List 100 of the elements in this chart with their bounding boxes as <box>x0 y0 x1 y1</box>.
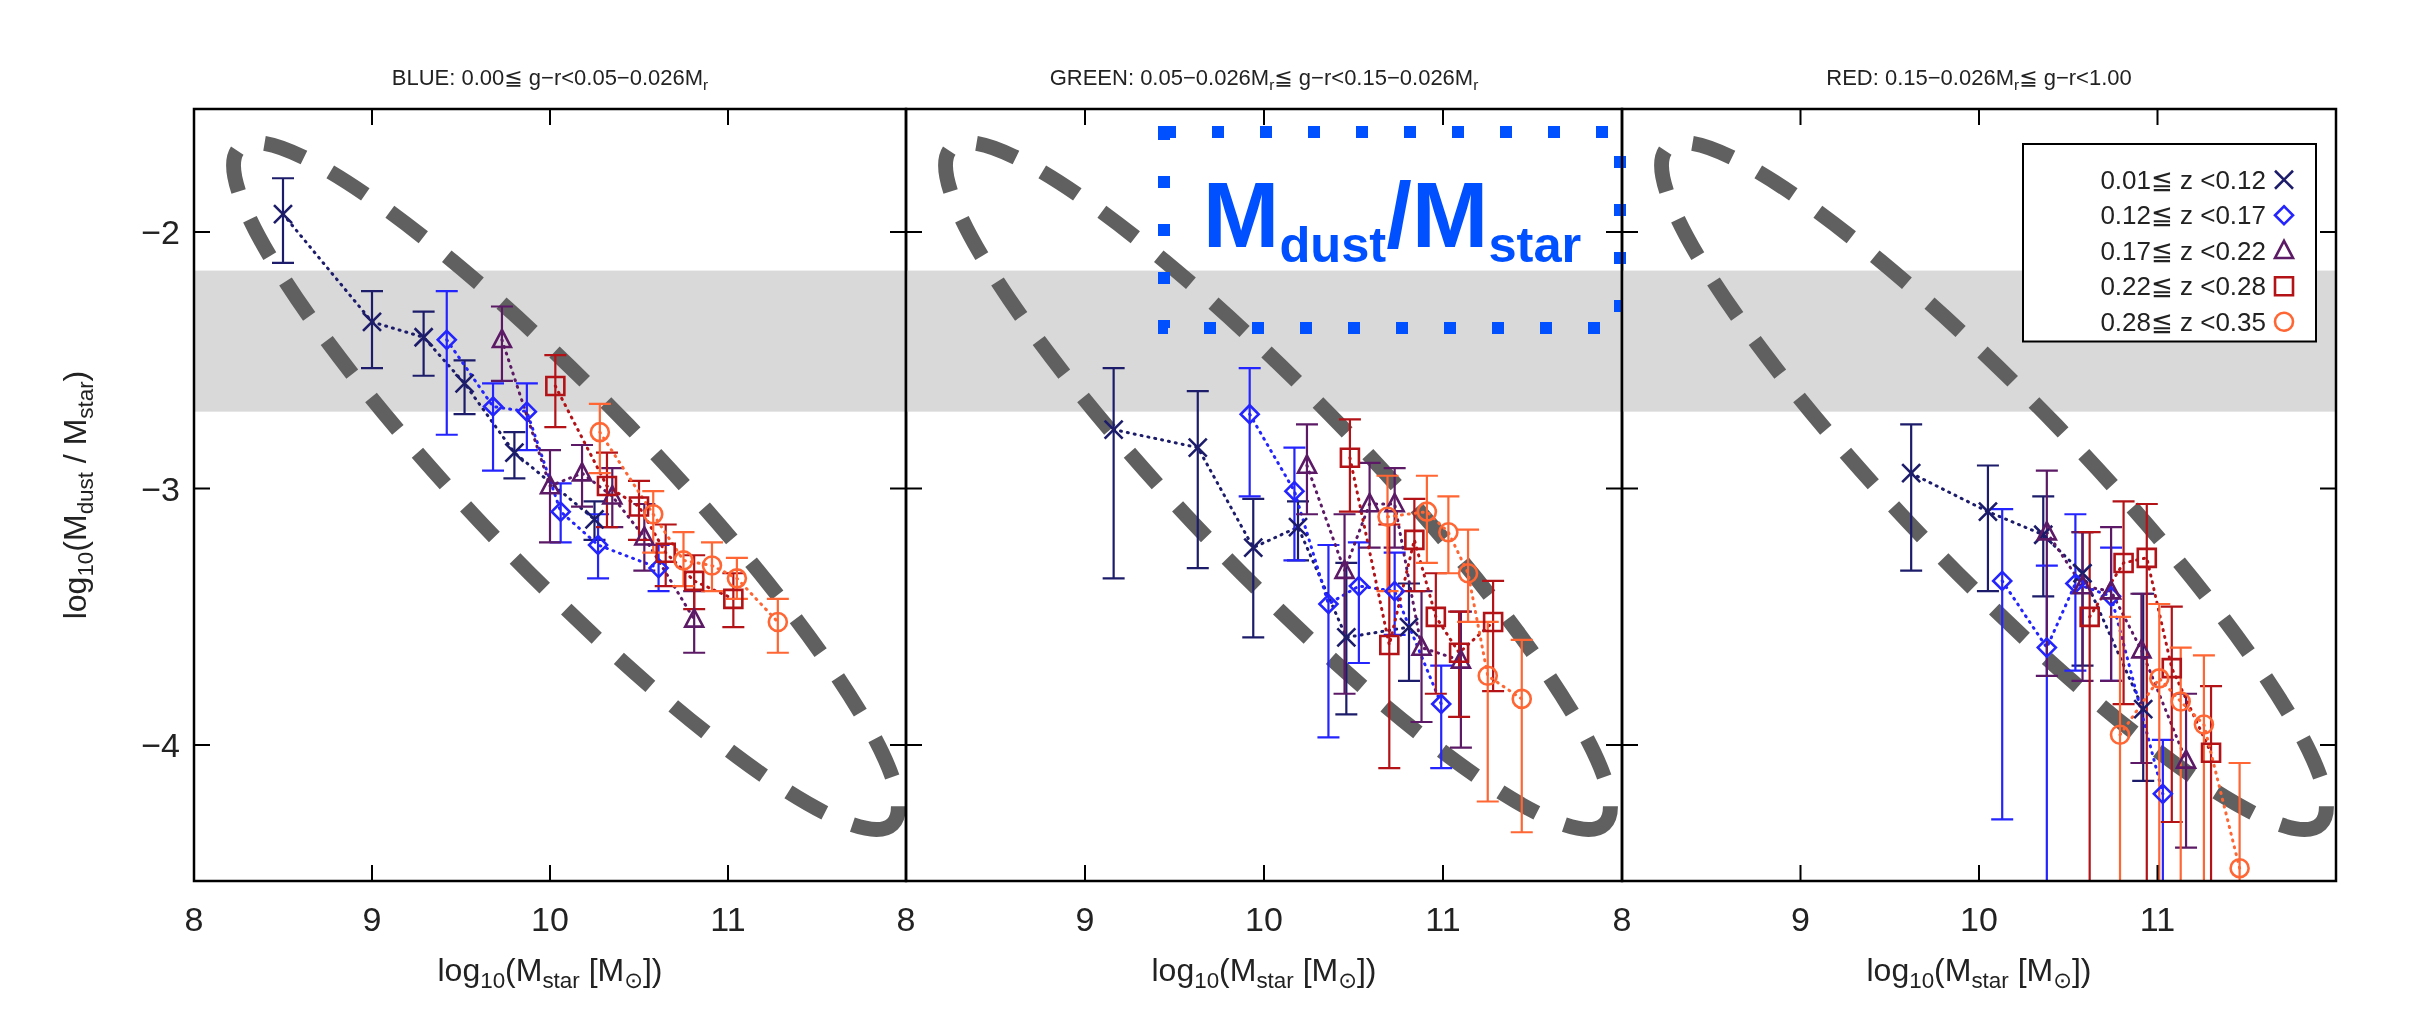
point <box>2161 657 2183 679</box>
point <box>2136 547 2158 569</box>
legend-label: 0.22≦ z <0.28 <box>2100 271 2266 302</box>
point <box>1900 462 1922 484</box>
x-axis-title: log$_{10}$(M$_{star}$ [M$_{⊙}$]) <box>437 952 663 993</box>
point <box>1296 454 1318 474</box>
x-tick-label: 11 <box>2139 900 2176 938</box>
point <box>589 421 611 443</box>
y-tick-label: −3 <box>141 469 180 508</box>
chart-title: RED: 0.15−0.026M$_{r}$≦ g−r<1.00 <box>1826 65 2132 93</box>
point <box>723 588 744 610</box>
point <box>1977 501 1999 522</box>
point <box>2148 668 2170 689</box>
legend-label: 0.17≦ z <0.22 <box>2100 235 2266 266</box>
point <box>2079 606 2100 628</box>
point <box>1377 506 1398 528</box>
point <box>2036 637 2058 658</box>
point <box>1416 501 1438 522</box>
point <box>1284 480 1305 502</box>
x-axis-title: log$_{10}$(M$_{star}$ [M$_{⊙}$]) <box>1866 952 2092 993</box>
point <box>2072 574 2093 595</box>
point <box>683 570 705 592</box>
x-tick-label: 11 <box>710 900 746 938</box>
x-tick-label: 9 <box>1791 900 1810 938</box>
y-tick-label: −4 <box>141 726 180 765</box>
point <box>1398 616 1420 638</box>
point <box>2193 714 2215 735</box>
legend-label: 0.01≦ z <0.12 <box>2100 164 2266 195</box>
point <box>2152 783 2174 805</box>
x-tick-label: 10 <box>1245 900 1283 938</box>
x-tick-label: 9 <box>362 900 382 938</box>
point <box>1430 693 1452 715</box>
point <box>413 326 434 348</box>
point <box>2036 520 2058 541</box>
point <box>1103 419 1124 440</box>
point <box>596 475 618 497</box>
x-axis-title: log$_{10}$(M$_{star}$ [M$_{⊙}$]) <box>1151 952 1377 993</box>
point <box>1379 634 1400 656</box>
point <box>516 401 538 422</box>
point <box>1348 575 1370 597</box>
point <box>436 329 458 351</box>
legend-label: 0.28≦ z <0.35 <box>2100 306 2266 337</box>
point <box>2100 579 2122 600</box>
point <box>701 555 723 576</box>
point <box>361 311 383 333</box>
x-tick-label: 9 <box>1075 900 1095 938</box>
point <box>726 568 748 589</box>
point <box>1425 606 1447 628</box>
point <box>1477 665 1499 687</box>
point <box>1438 521 1459 543</box>
point <box>587 534 609 556</box>
point <box>2229 857 2250 879</box>
point <box>1404 529 1425 551</box>
point <box>683 608 705 628</box>
point <box>1384 580 1405 602</box>
point <box>1448 642 1470 664</box>
point <box>504 442 525 463</box>
point <box>2109 724 2131 746</box>
x-tick-label: 8 <box>184 900 204 938</box>
point <box>1359 492 1380 513</box>
point <box>2132 698 2154 720</box>
point <box>1287 516 1309 538</box>
point <box>2170 691 2192 712</box>
legend-label: 0.12≦ z <0.17 <box>2100 200 2266 231</box>
point <box>272 203 294 225</box>
point <box>584 509 605 530</box>
point <box>1334 559 1355 580</box>
point <box>1339 447 1361 469</box>
point <box>1511 688 1533 710</box>
chart-title: GREEN: 0.05−0.026M$_{r}$≦ g−r<0.15−0.026M$_{r}$ <box>1049 65 1479 93</box>
point <box>1242 537 1264 558</box>
point <box>634 526 655 546</box>
point <box>550 501 571 522</box>
point <box>673 550 694 571</box>
point <box>1991 570 2013 592</box>
point <box>1318 593 1339 615</box>
point <box>628 496 650 517</box>
point <box>454 373 475 394</box>
x-tick-label: 8 <box>896 900 916 938</box>
point <box>1482 611 1504 633</box>
x-tick-label: 10 <box>531 900 569 938</box>
point <box>655 542 676 564</box>
point <box>642 503 664 525</box>
chart-title: BLUE: 0.00≦ g−r<0.05−0.026M$_{r}$ <box>391 65 709 93</box>
point <box>1187 437 1209 458</box>
point <box>2131 638 2152 659</box>
point <box>2175 749 2197 769</box>
x-tick-label: 10 <box>1960 900 1998 938</box>
point <box>545 375 566 397</box>
point <box>571 462 593 482</box>
x-tick-label: 11 <box>1425 900 1461 938</box>
point <box>491 328 513 349</box>
point <box>1411 636 1432 657</box>
point <box>1239 403 1260 425</box>
annotation: M$_{dust}$/M$_{star}$ <box>1202 164 1582 274</box>
point <box>1457 562 1479 584</box>
point <box>482 396 504 417</box>
point <box>1336 627 1357 648</box>
point <box>2113 552 2134 574</box>
y-tick-label: −2 <box>141 213 180 252</box>
